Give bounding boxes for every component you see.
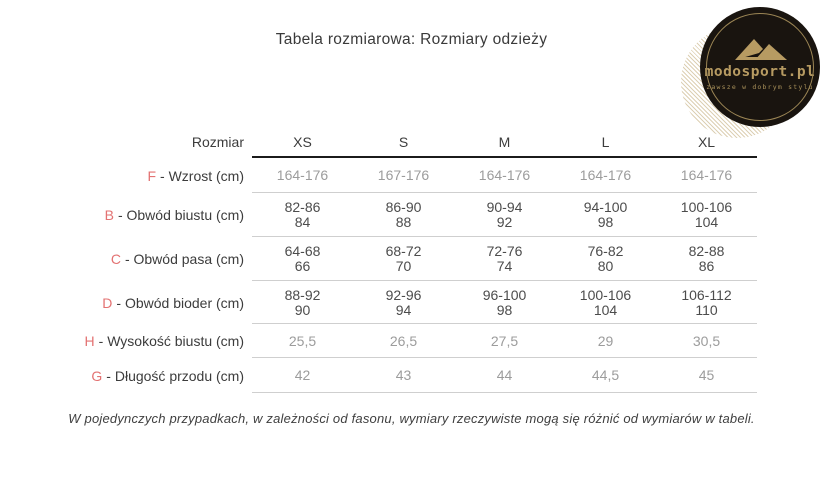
brand-logo: modosport.pl zawsze w dobrym stylu	[680, 5, 822, 145]
table-row-obwod-biustu: B - Obwód biustu (cm) 82-86 84 86-90 88 …	[67, 193, 757, 237]
logo-ring	[706, 13, 814, 121]
table-row-obwod-pasa: C - Obwód pasa (cm) 64-68 66 68-72 70 72…	[67, 237, 757, 281]
table-row-wysokosc-biustu: H - Wysokość biustu (cm) 25,5 26,5 27,5 …	[67, 324, 757, 358]
column-header-m: M	[498, 134, 511, 150]
cell-value: 86-90 88	[385, 199, 422, 230]
cell-value: 164-176	[276, 167, 329, 183]
row-letter: F	[147, 167, 157, 184]
row-letter: C	[110, 251, 121, 267]
cell-value: 90-94 92	[486, 199, 523, 230]
footer-disclaimer: W pojedynczych przypadkach, w zależności…	[68, 411, 755, 426]
cell-value: 64-68 66	[284, 243, 321, 274]
cell-value: 25,5	[288, 332, 317, 349]
cell-value: 44,5	[591, 367, 620, 383]
cell-value: 82-88 86	[688, 243, 725, 274]
cell-value: 94-100 98	[583, 199, 628, 230]
cell-value: 164-176	[680, 167, 733, 183]
corner-label: Rozmiar	[191, 134, 244, 150]
cell-value: 26,5	[389, 332, 418, 349]
cell-value: 167-176	[377, 167, 430, 183]
row-label-text: - Obwód pasa (cm)	[124, 251, 244, 267]
column-header-xs: XS	[293, 134, 312, 150]
row-label-text: - Obwód bioder (cm)	[116, 294, 244, 311]
row-label: C - Obwód pasa (cm)	[67, 251, 252, 267]
row-label: G - Długość przodu (cm)	[67, 368, 252, 384]
cell-value: 106-112 110	[681, 286, 732, 318]
cell-value: 44	[496, 367, 513, 383]
cell-value: 42	[294, 367, 311, 383]
row-label-text: - Wzrost (cm)	[160, 167, 244, 184]
size-table: Rozmiar XS S M L XL F - Wzrost (cm) 164-…	[67, 126, 757, 393]
row-letter: B	[104, 207, 114, 223]
cell-value: 96-100 98	[482, 286, 527, 318]
row-label-text: - Długość przodu (cm)	[106, 367, 244, 384]
cell-value: 100-106 104	[579, 286, 632, 318]
table-row-wzrost: F - Wzrost (cm) 164-176 167-176 164-176 …	[67, 158, 757, 193]
cell-value: 43	[395, 367, 412, 383]
cell-value: 92-96 94	[385, 286, 422, 318]
row-label: F - Wzrost (cm)	[67, 168, 252, 184]
column-header-s: S	[398, 134, 409, 150]
logo-disc: modosport.pl zawsze w dobrym stylu	[700, 7, 820, 127]
row-label: D - Obwód bioder (cm)	[67, 295, 252, 311]
row-letter: G	[91, 367, 103, 384]
cell-value: 29	[597, 332, 614, 349]
cell-value: 164-176	[478, 167, 531, 183]
cell-value: 100-106 104	[680, 199, 733, 230]
column-header-xl: XL	[697, 134, 716, 150]
row-label: B - Obwód biustu (cm)	[67, 207, 252, 223]
cell-value: 88-92 90	[284, 286, 321, 318]
cell-value: 72-76 74	[486, 243, 523, 274]
cell-value: 76-82 80	[587, 243, 624, 274]
row-label: H - Wysokość biustu (cm)	[67, 333, 252, 349]
cell-value: 45	[698, 367, 715, 383]
cell-value: 68-72 70	[385, 243, 422, 274]
row-letter: H	[84, 333, 95, 349]
page-title: Tabela rozmiarowa: Rozmiary odzieży	[275, 31, 548, 48]
row-label-text: - Obwód biustu (cm)	[117, 207, 244, 223]
table-row-obwod-bioder: D - Obwód bioder (cm) 88-92 90 92-96 94 …	[67, 281, 757, 324]
cell-value: 82-86 84	[284, 199, 321, 230]
column-header-l: L	[601, 134, 610, 150]
row-label-text: - Wysokość biustu (cm)	[98, 333, 244, 349]
cell-value: 27,5	[490, 332, 519, 349]
cell-value: 164-176	[579, 167, 632, 183]
table-header-row: Rozmiar XS S M L XL	[67, 126, 757, 158]
table-row-dlugosc-przodu: G - Długość przodu (cm) 42 43 44 44,5 45	[67, 358, 757, 393]
cell-value: 30,5	[692, 332, 721, 349]
row-letter: D	[102, 294, 113, 311]
